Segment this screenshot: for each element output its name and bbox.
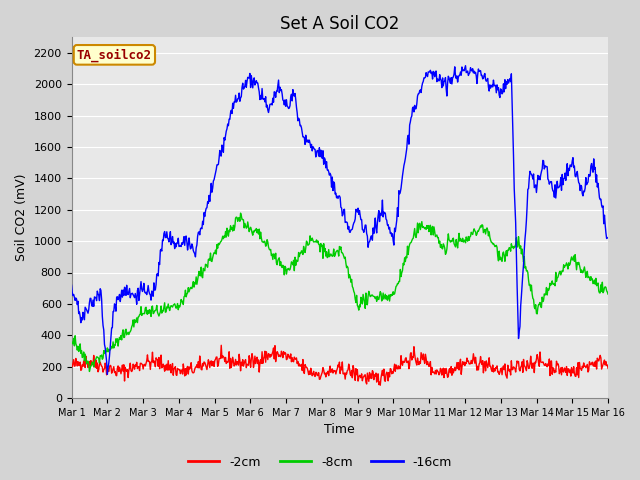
- Y-axis label: Soil CO2 (mV): Soil CO2 (mV): [15, 174, 28, 262]
- X-axis label: Time: Time: [324, 423, 355, 436]
- Title: Set A Soil CO2: Set A Soil CO2: [280, 15, 399, 33]
- Text: TA_soilco2: TA_soilco2: [77, 48, 152, 61]
- Legend: -2cm, -8cm, -16cm: -2cm, -8cm, -16cm: [183, 451, 457, 474]
